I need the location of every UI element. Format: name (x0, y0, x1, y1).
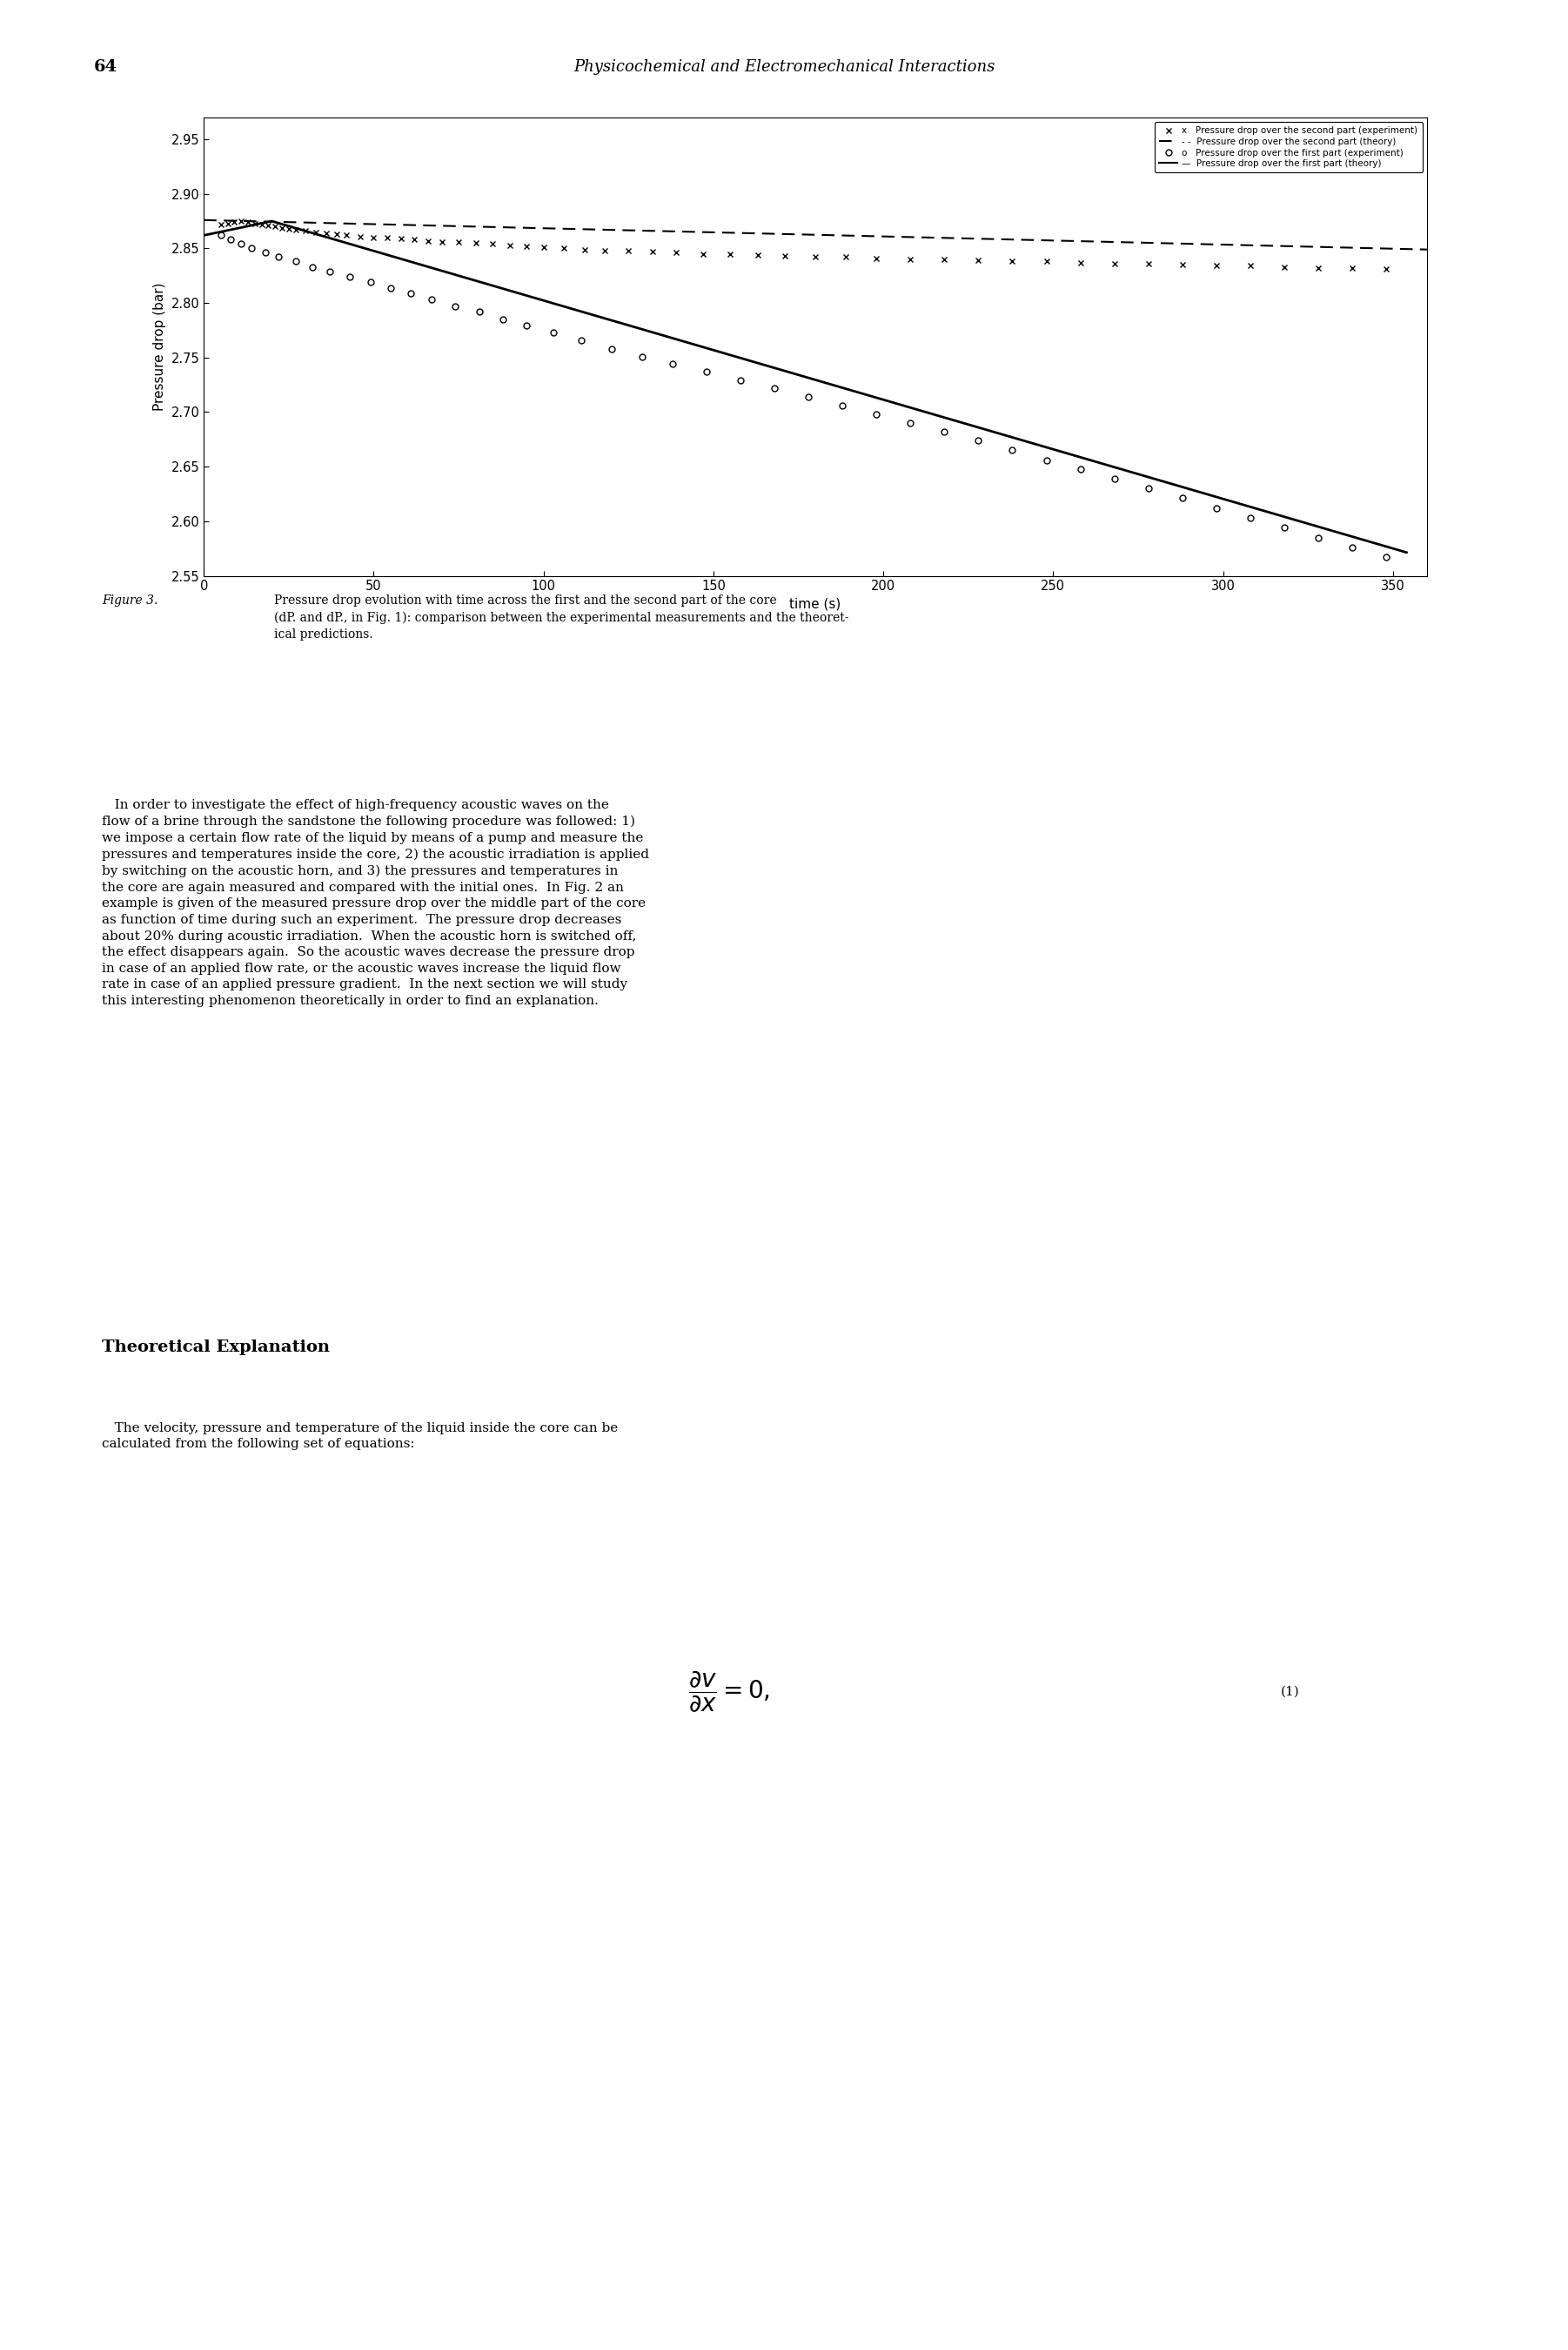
Text: $\dfrac{\partial v}{\partial x} = 0,$: $\dfrac{\partial v}{\partial x} = 0,$ (688, 1668, 770, 1716)
Text: Pressure drop evolution with time across the first and the second part of the co: Pressure drop evolution with time across… (274, 595, 850, 639)
Text: The velocity, pressure and temperature of the liquid inside the core can be
calc: The velocity, pressure and temperature o… (102, 1422, 618, 1450)
Y-axis label: Pressure drop (bar): Pressure drop (bar) (154, 282, 166, 411)
Text: Theoretical Explanation: Theoretical Explanation (102, 1339, 329, 1356)
Legend: x   Pressure drop over the second part (experiment), - -  Pressure drop over the: x Pressure drop over the second part (ex… (1154, 122, 1422, 172)
X-axis label: time (s): time (s) (790, 597, 840, 611)
Text: Figure 3.: Figure 3. (102, 595, 158, 606)
Text: (1): (1) (1281, 1685, 1300, 1699)
Text: Physicochemical and Electromechanical Interactions: Physicochemical and Electromechanical In… (574, 59, 994, 75)
Text: 64: 64 (94, 59, 118, 75)
Text: In order to investigate the effect of high-frequency acoustic waves on the
flow : In order to investigate the effect of hi… (102, 799, 649, 1008)
